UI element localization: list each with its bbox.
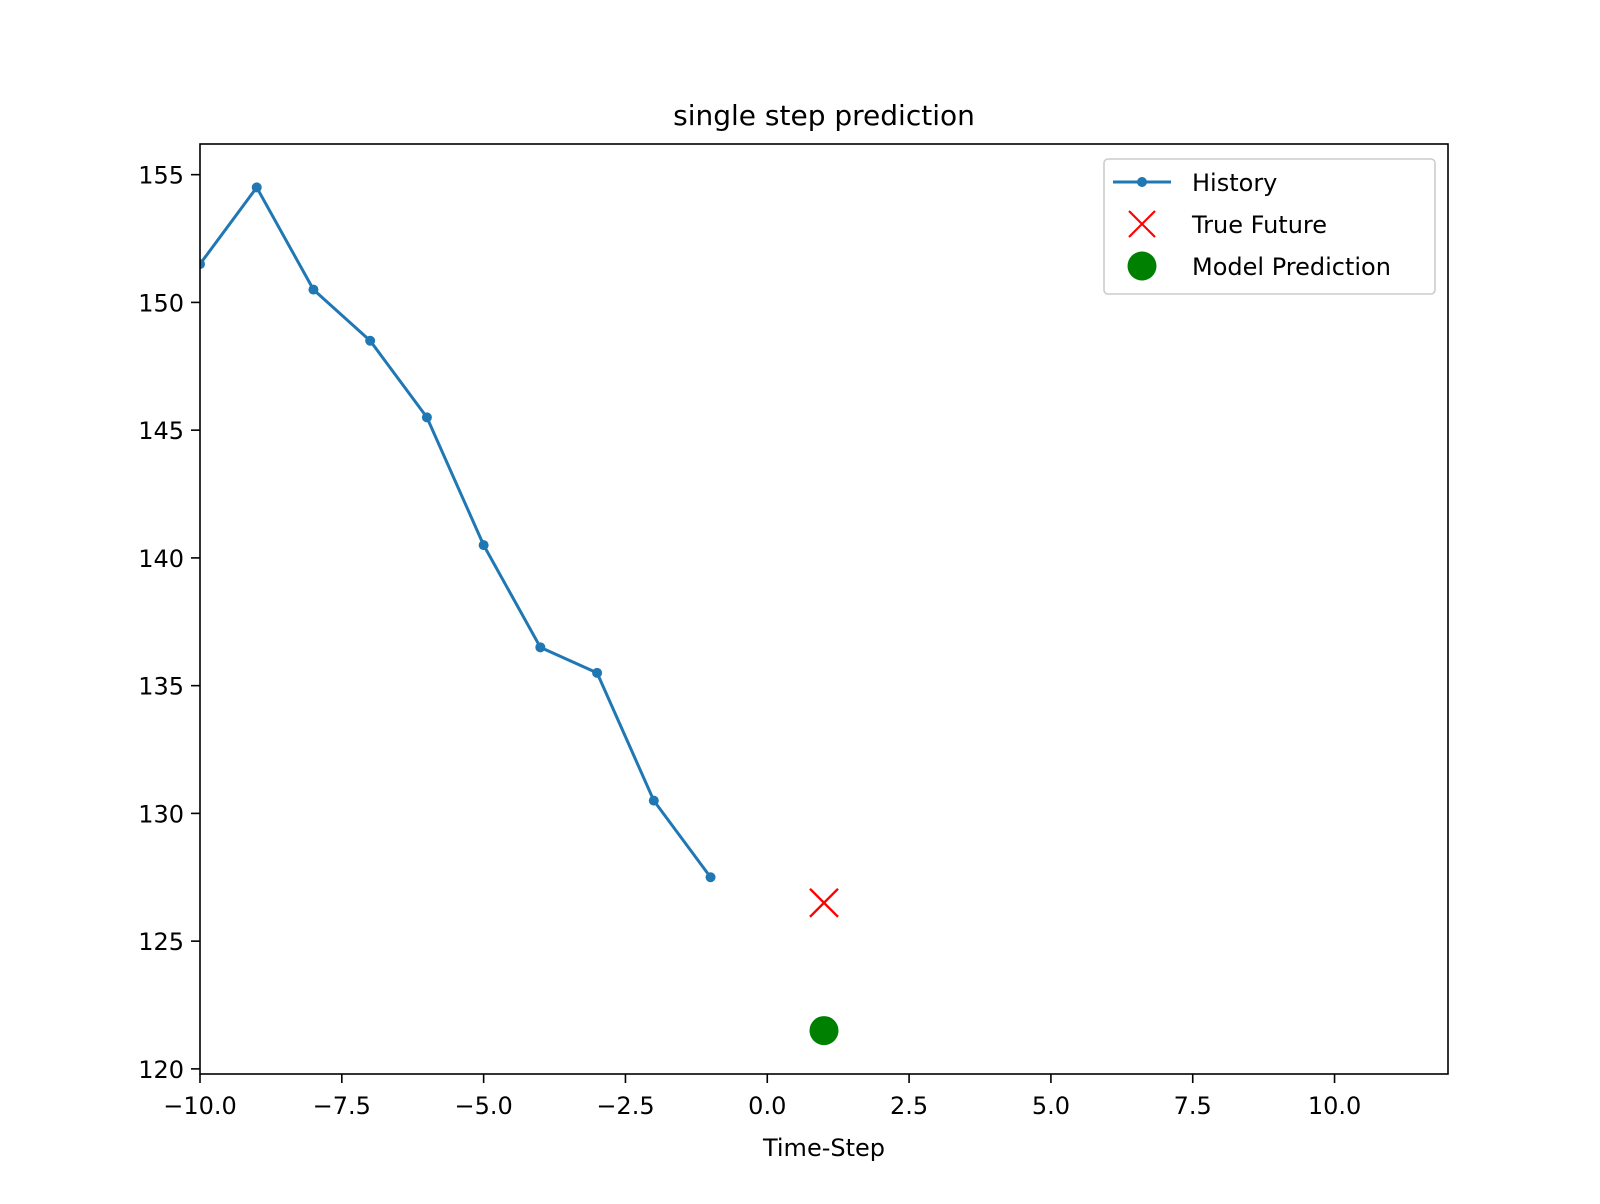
plot-area [200,182,839,1046]
x-tick-label: −7.5 [313,1092,371,1120]
history-point [421,412,432,423]
x-tick-label: 7.5 [1174,1092,1212,1120]
x-tick-label: 5.0 [1032,1092,1070,1120]
x-axis-label: Time-Step [762,1134,885,1162]
history-point [648,795,659,806]
legend-true-future-marker-b [1128,210,1156,238]
y-tick-label: 130 [138,800,184,828]
legend-model-prediction-marker [1127,251,1157,281]
y-tick-label: 135 [138,673,184,701]
true-future-marker-stroke [809,887,839,918]
legend-history-marker [1137,177,1147,187]
legend: History True Future Model Prediction [1103,158,1436,295]
history-point [308,284,319,295]
history-point [365,335,376,346]
y-tick-label: 140 [138,545,184,573]
y-tick-label: 155 [138,162,184,190]
plot-series-layer [200,182,839,1046]
legend-label-history: History [1192,169,1277,197]
y-tick-label: 125 [138,928,184,956]
x-tick-label: 2.5 [890,1092,928,1120]
y-axis-ticks: 120 125 130 135 140 145 150 155 [138,162,200,1084]
y-tick-label: 150 [138,289,184,317]
history-point [200,259,205,270]
y-tick-label: 145 [138,417,184,445]
history-point [251,182,262,193]
history-point [478,540,489,551]
true-future-marker [809,887,839,918]
legend-entry-model-prediction: Model Prediction [1127,251,1391,281]
x-tick-label: −5.0 [454,1092,512,1120]
legend-entry-history: History [1113,169,1277,197]
plot-frame [199,143,1449,1075]
x-tick-label: −10.0 [163,1092,237,1120]
y-tick-label: 120 [138,1056,184,1084]
history-point [705,872,716,883]
x-axis-ticks: −10.0 −7.5 −5.0 −2.5 0.0 2.5 5.0 7.5 10.0 [163,1074,1361,1120]
x-tick-label: 10.0 [1308,1092,1361,1120]
legend-label-true-future: True Future [1191,211,1327,239]
model-prediction-marker [809,1016,839,1046]
history-line [200,185,712,879]
chart-title: single step prediction [673,99,975,132]
legend-box [1103,158,1436,295]
history-point [535,642,546,653]
legend-label-model-prediction: Model Prediction [1192,253,1391,281]
history-point [592,667,603,678]
x-tick-label: −2.5 [596,1092,654,1120]
x-tick-label: 0.0 [748,1092,786,1120]
legend-entry-true-future: True Future [1128,210,1327,239]
